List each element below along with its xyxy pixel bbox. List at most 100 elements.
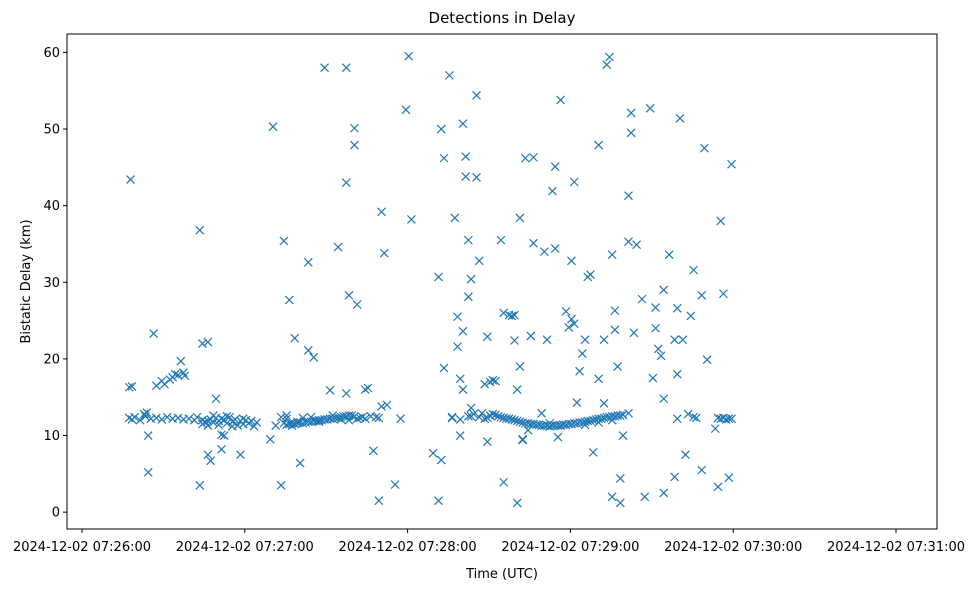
scatter-point bbox=[208, 411, 218, 421]
scatter-point bbox=[203, 421, 213, 430]
scatter-point bbox=[512, 498, 522, 508]
scatter-point bbox=[686, 311, 696, 321]
scatter-point bbox=[363, 383, 373, 393]
scatter-point bbox=[683, 409, 693, 419]
scatter-point bbox=[515, 362, 525, 371]
scatter-point bbox=[436, 455, 446, 465]
scatter-point bbox=[466, 411, 476, 421]
scatter-point bbox=[659, 394, 669, 404]
scatter-point bbox=[143, 431, 153, 440]
scatter-point bbox=[162, 412, 172, 422]
scatter-point bbox=[724, 414, 734, 424]
scatter-point bbox=[238, 414, 248, 424]
scatter-point bbox=[610, 306, 620, 316]
scatter-point bbox=[651, 303, 661, 312]
scatter-point bbox=[691, 413, 701, 423]
scatter-point bbox=[142, 408, 152, 417]
scatter-point bbox=[515, 417, 525, 427]
scatter-point bbox=[458, 326, 468, 336]
scatter-point bbox=[347, 411, 357, 421]
scatter-point bbox=[526, 331, 536, 341]
scatter-point bbox=[401, 105, 411, 115]
scatter-point bbox=[529, 238, 538, 248]
scatter-point bbox=[613, 362, 623, 371]
x-tick-label: 2024-12-02 07:26:00 bbox=[13, 540, 151, 555]
scatter-point bbox=[284, 295, 294, 305]
scatter-point bbox=[447, 413, 457, 423]
scatter-point bbox=[607, 250, 617, 260]
scatter-point bbox=[586, 416, 595, 426]
scatter-point bbox=[499, 308, 509, 318]
scatter-point bbox=[293, 417, 302, 427]
scatter-point bbox=[518, 435, 528, 445]
scatter-point bbox=[491, 410, 500, 420]
scatter-point bbox=[702, 355, 712, 365]
scatter-point bbox=[482, 332, 492, 342]
scatter-point bbox=[227, 421, 237, 431]
scatter-point bbox=[561, 306, 571, 316]
scatter-point bbox=[670, 335, 680, 345]
scatter-point bbox=[588, 447, 598, 457]
scatter-point bbox=[539, 247, 549, 257]
scatter-point bbox=[192, 412, 202, 422]
scatter-point bbox=[670, 472, 680, 482]
scatter-point bbox=[349, 123, 359, 133]
scatter-point bbox=[488, 409, 498, 419]
scatter-point bbox=[637, 294, 647, 304]
scatter-point bbox=[629, 328, 639, 338]
scatter-point bbox=[710, 424, 720, 434]
scatter-point bbox=[681, 450, 690, 460]
scatter-point bbox=[179, 368, 188, 378]
scatter-point bbox=[463, 292, 473, 302]
scatter-point bbox=[482, 437, 492, 447]
scatter-point bbox=[282, 411, 292, 421]
scatter-point bbox=[198, 419, 207, 429]
scatter-point bbox=[276, 480, 286, 490]
scatter-point bbox=[222, 418, 232, 428]
scatter-point bbox=[333, 413, 343, 423]
scatter-point bbox=[580, 335, 590, 345]
scatter-point bbox=[510, 415, 519, 425]
scatter-point bbox=[268, 122, 278, 132]
scatter-point bbox=[529, 152, 538, 162]
scatter-point bbox=[396, 414, 405, 424]
scatter-point bbox=[371, 412, 381, 422]
scatter-point bbox=[439, 153, 449, 163]
scatter-point bbox=[594, 418, 604, 427]
scatter-point bbox=[510, 336, 519, 345]
scatter-point bbox=[640, 492, 650, 502]
scatter-point bbox=[507, 311, 517, 321]
scatter-point bbox=[173, 413, 183, 423]
scatter-point bbox=[455, 415, 465, 424]
scatter-point bbox=[491, 376, 500, 386]
scatter-point bbox=[499, 477, 509, 487]
scatter-point bbox=[607, 415, 617, 425]
scatter-point bbox=[276, 412, 286, 422]
scatter-point bbox=[672, 369, 682, 379]
scatter-point bbox=[507, 415, 517, 424]
y-tick-label: 30 bbox=[43, 276, 60, 291]
scatter-point bbox=[596, 414, 606, 424]
scatter-point bbox=[512, 385, 522, 394]
scatter-point bbox=[496, 412, 506, 422]
scatter-point bbox=[195, 225, 205, 235]
scatter-point bbox=[455, 431, 465, 440]
scatter-point bbox=[406, 215, 416, 224]
scatter-point bbox=[358, 412, 367, 422]
scatter-point bbox=[727, 414, 736, 424]
scatter-point bbox=[352, 300, 362, 309]
scatter-point bbox=[472, 90, 481, 100]
scatter-point bbox=[548, 186, 557, 196]
scatter-point bbox=[176, 356, 186, 366]
scatter-point bbox=[455, 374, 465, 384]
scatter-point bbox=[618, 410, 628, 420]
scatter-point bbox=[607, 492, 617, 502]
scatter-point bbox=[697, 465, 707, 475]
scatter-point bbox=[567, 314, 576, 324]
scatter-point bbox=[624, 191, 633, 201]
scatter-point bbox=[618, 431, 628, 440]
scatter-point bbox=[564, 323, 574, 332]
scatter-point bbox=[368, 446, 378, 456]
scatter-point bbox=[377, 207, 386, 217]
scatter-point bbox=[672, 303, 682, 313]
